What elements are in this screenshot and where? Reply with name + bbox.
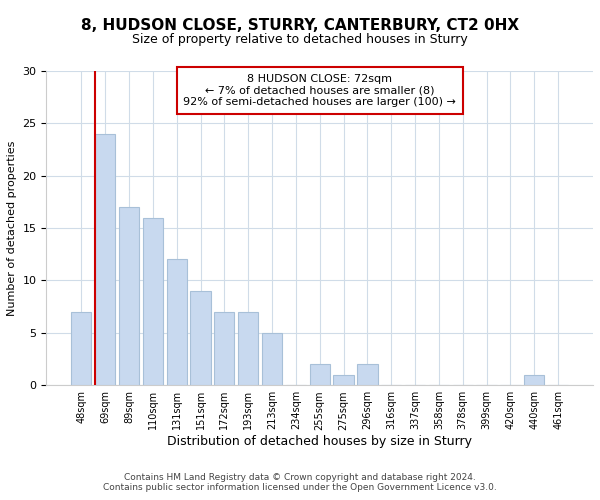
Text: 8 HUDSON CLOSE: 72sqm
← 7% of detached houses are smaller (8)
92% of semi-detach: 8 HUDSON CLOSE: 72sqm ← 7% of detached h… <box>183 74 456 108</box>
Text: Contains HM Land Registry data © Crown copyright and database right 2024.: Contains HM Land Registry data © Crown c… <box>124 472 476 482</box>
Text: Contains public sector information licensed under the Open Government Licence v3: Contains public sector information licen… <box>103 484 497 492</box>
Text: Size of property relative to detached houses in Sturry: Size of property relative to detached ho… <box>132 32 468 46</box>
Bar <box>190 291 211 385</box>
X-axis label: Distribution of detached houses by size in Sturry: Distribution of detached houses by size … <box>167 435 472 448</box>
Bar <box>119 207 139 385</box>
Y-axis label: Number of detached properties: Number of detached properties <box>7 140 17 316</box>
Bar <box>95 134 115 385</box>
Title: Size of property relative to detached houses in Sturry: Size of property relative to detached ho… <box>0 499 1 500</box>
Bar <box>310 364 330 385</box>
Bar <box>357 364 377 385</box>
Bar <box>71 312 91 385</box>
Bar <box>524 374 544 385</box>
Text: 8, HUDSON CLOSE, STURRY, CANTERBURY, CT2 0HX: 8, HUDSON CLOSE, STURRY, CANTERBURY, CT2… <box>81 18 519 32</box>
Bar <box>334 374 353 385</box>
Bar <box>143 218 163 385</box>
Bar <box>262 333 282 385</box>
Bar <box>214 312 235 385</box>
Bar <box>167 260 187 385</box>
Bar <box>238 312 259 385</box>
